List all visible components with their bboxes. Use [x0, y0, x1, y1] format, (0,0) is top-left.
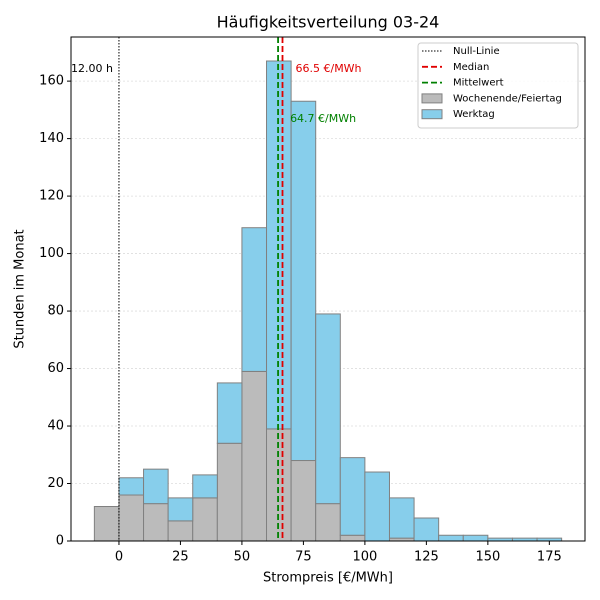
histogram-bar: [388, 497, 415, 539]
x-tick-label: 150: [475, 550, 500, 565]
y-axis-label: Stunden im Monat: [13, 229, 28, 348]
x-tick-label: 50: [234, 550, 251, 565]
x-tick-label: 125: [414, 550, 439, 565]
y-tick-label: 160: [39, 74, 64, 89]
chart-title: Häufigkeitsverteilung 03-24: [217, 13, 440, 32]
legend-label: Null-Linie: [453, 46, 500, 57]
legend-swatch: [421, 109, 443, 120]
x-tick-label: 0: [115, 550, 123, 565]
histogram-bar: [167, 520, 194, 542]
x-axis-label: Strompreis [€/MWh]: [263, 571, 393, 586]
histogram-bar: [192, 474, 218, 499]
legend-label: Mittelwert: [453, 78, 504, 89]
y-tick-label: 60: [47, 361, 64, 376]
y-tick-label: 20: [47, 476, 64, 491]
histogram-bar: [118, 477, 145, 496]
histogram-bar: [339, 534, 366, 542]
x-tick-label: 175: [537, 550, 562, 565]
x-tick-label: 75: [295, 550, 312, 565]
x-tick-label: 25: [172, 550, 189, 565]
legend-label: Wochenende/Feiertag: [453, 93, 562, 104]
histogram-bar: [438, 534, 464, 542]
histogram-bar: [216, 442, 243, 542]
annotation: 66.5 €/MWh: [296, 62, 362, 75]
legend-label: Werktag: [453, 109, 495, 120]
histogram-bar: [339, 457, 366, 536]
histogram-bar: [462, 534, 489, 542]
histogram-bar: [192, 497, 218, 542]
histogram-bar: [216, 382, 243, 444]
histogram-bar: [143, 468, 169, 505]
annotation: 64.7 €/MWh: [290, 112, 356, 125]
y-tick-label: 100: [39, 246, 64, 261]
histogram-bar: [167, 497, 194, 522]
histogram-bar: [118, 494, 145, 542]
y-tick-label: 140: [39, 131, 64, 146]
histogram-bar: [364, 471, 390, 542]
legend-swatch: [421, 93, 443, 104]
y-tick-label: 0: [56, 534, 64, 549]
y-tick-label: 80: [47, 304, 64, 319]
annotation: 12.00 h: [71, 62, 113, 75]
y-tick-label: 40: [47, 419, 64, 434]
histogram-bar: [241, 370, 268, 542]
histogram-bar: [315, 313, 341, 505]
histogram-bar: [290, 460, 317, 542]
x-tick-label: 100: [352, 550, 377, 565]
histogram-bar: [241, 227, 268, 372]
histogram-bar: [143, 503, 169, 542]
histogram-bar: [413, 517, 440, 542]
histogram-bar: [290, 100, 317, 462]
plot-frame: [70, 36, 586, 542]
y-tick-label: 120: [39, 189, 64, 204]
histogram-bar: [93, 506, 120, 542]
histogram-bar: [315, 503, 341, 542]
legend-label: Median: [453, 62, 489, 73]
legend-box: [417, 42, 579, 129]
